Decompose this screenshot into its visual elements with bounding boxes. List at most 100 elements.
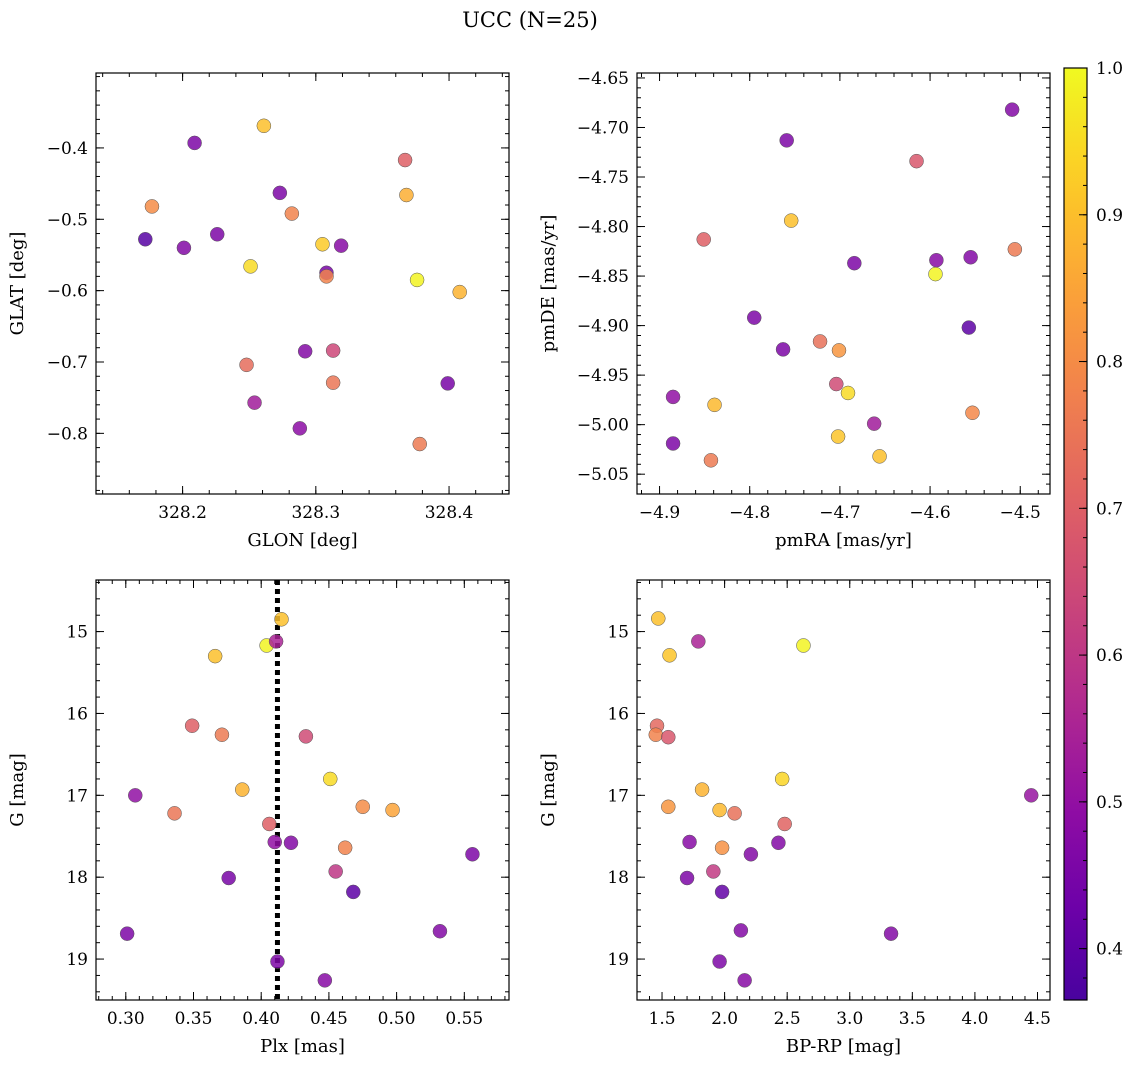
y-tick-label: −0.6 bbox=[47, 282, 88, 302]
scatter-point bbox=[138, 232, 153, 247]
y-axis-label: G [mag] bbox=[7, 753, 28, 826]
y-tick-label: −0.5 bbox=[47, 210, 88, 230]
scatter-point bbox=[714, 840, 730, 855]
scatter-point bbox=[866, 416, 882, 431]
y-tick-label: −4.85 bbox=[577, 267, 629, 287]
colorbar-tick-label: 0.6 bbox=[1096, 646, 1123, 666]
scatter-point bbox=[679, 870, 695, 886]
scatter-point bbox=[284, 206, 300, 221]
scatter-point bbox=[385, 802, 400, 818]
scatter-point bbox=[214, 727, 230, 742]
scatter-point bbox=[831, 343, 847, 358]
scatter-point bbox=[440, 376, 455, 391]
scatter-point bbox=[707, 397, 722, 413]
x-tick-label: 3.0 bbox=[836, 1009, 863, 1029]
x-tick-label: 0.40 bbox=[242, 1009, 280, 1029]
scatter-point bbox=[665, 436, 681, 451]
scatter-point bbox=[929, 252, 944, 268]
scatter-point bbox=[452, 284, 467, 300]
scatter-point bbox=[234, 782, 250, 797]
x-tick-label: −4.8 bbox=[729, 503, 770, 523]
scatter-point bbox=[256, 118, 272, 134]
scatter-point bbox=[328, 864, 343, 879]
scatter-point bbox=[648, 727, 664, 742]
scatter-point bbox=[209, 227, 225, 242]
scatter-point bbox=[355, 799, 371, 815]
x-tick-label: −4.6 bbox=[909, 503, 950, 523]
scatter-point bbox=[1023, 788, 1039, 803]
x-tick-label: 0.45 bbox=[310, 1009, 348, 1029]
x-tick-label: 0.30 bbox=[107, 1009, 145, 1029]
scatter-point bbox=[239, 357, 254, 373]
scatter-point bbox=[651, 611, 666, 626]
scatter-point bbox=[432, 923, 448, 939]
scatter-point bbox=[737, 973, 752, 988]
colorbar: 0.4 0.5 0.6 0.7 0.8 0.9 1.0 bbox=[1063, 59, 1123, 1001]
y-tick-label: 16 bbox=[66, 704, 88, 724]
scatter-point bbox=[661, 799, 676, 815]
y-tick-label: −4.70 bbox=[577, 118, 629, 138]
scatter-point bbox=[812, 334, 828, 349]
x-tick-label: 4.5 bbox=[1024, 1009, 1051, 1029]
y-tick-label: 19 bbox=[607, 950, 629, 970]
y-tick-label: −4.65 bbox=[577, 69, 629, 89]
scatter-point bbox=[840, 385, 856, 401]
x-tick-label: −4.5 bbox=[1000, 503, 1041, 523]
scatter-point bbox=[928, 266, 943, 282]
colorbar-tick-label: 0.4 bbox=[1096, 940, 1123, 960]
x-tick-label: 2.5 bbox=[774, 1009, 801, 1029]
scatter-point bbox=[682, 834, 697, 850]
panel-2: −4.9 −4.8 −4.7 −4.6 −4.5 −5.05 −5.00 −4.95 −4.90… bbox=[538, 69, 1051, 551]
scatter-point bbox=[743, 847, 759, 862]
y-tick-label: 16 bbox=[607, 704, 629, 724]
scatter-point bbox=[412, 436, 427, 452]
scatter-point bbox=[184, 718, 200, 733]
colorbar-tick-label: 0.7 bbox=[1096, 499, 1123, 519]
scatter-point bbox=[712, 954, 727, 969]
y-axis-label: G [mag] bbox=[538, 753, 559, 826]
x-tick-label: 328.3 bbox=[291, 503, 340, 523]
x-tick-label: −4.9 bbox=[639, 503, 680, 523]
scatter-point bbox=[144, 199, 160, 214]
y-tick-label: 18 bbox=[66, 868, 88, 888]
scatter-point bbox=[714, 884, 730, 900]
scatter-point bbox=[243, 259, 258, 274]
y-axis-label: GLAT [deg] bbox=[7, 232, 28, 336]
y-tick-label: −4.90 bbox=[577, 317, 629, 337]
scatter-point bbox=[315, 237, 330, 252]
scatter-point bbox=[883, 926, 899, 941]
scatter-point bbox=[783, 213, 799, 228]
scatter-point bbox=[909, 153, 924, 169]
y-tick-label: −0.8 bbox=[47, 424, 88, 444]
colorbar-tick-label: 0.9 bbox=[1096, 206, 1123, 226]
x-axis-label: pmRA [mas/yr] bbox=[775, 530, 912, 551]
y-tick-label: 17 bbox=[607, 786, 629, 806]
y-tick-label: 18 bbox=[607, 868, 629, 888]
scatter-point bbox=[733, 923, 749, 938]
scatter-points bbox=[119, 612, 480, 988]
scatter-point bbox=[409, 272, 425, 288]
scatter-point bbox=[187, 135, 202, 151]
y-tick-label: 15 bbox=[66, 623, 88, 643]
figure-title: UCC (N=25) bbox=[462, 8, 598, 32]
scatter-point bbox=[706, 864, 721, 879]
scatter-point bbox=[247, 395, 262, 410]
axis-ticks bbox=[96, 73, 509, 494]
y-tick-label: −0.7 bbox=[47, 353, 88, 373]
axes-frame bbox=[636, 72, 1051, 495]
x-tick-label: 328.2 bbox=[158, 503, 207, 523]
scatter-point bbox=[119, 926, 135, 941]
scatter-point bbox=[167, 806, 182, 821]
scatter-point bbox=[337, 840, 353, 855]
colorbar-gradient bbox=[1063, 67, 1088, 1001]
scatter-point bbox=[771, 835, 786, 851]
scatter-point bbox=[465, 847, 480, 862]
x-axis-label: BP-RP [mag] bbox=[786, 1036, 901, 1057]
y-tick-label: −4.80 bbox=[577, 218, 629, 238]
y-tick-label: −4.75 bbox=[577, 168, 629, 188]
scatter-point bbox=[207, 648, 223, 664]
scatter-point bbox=[796, 638, 811, 653]
scatter-point bbox=[1004, 102, 1020, 117]
colorbar-tick-label: 1.0 bbox=[1096, 59, 1123, 79]
scatter-point bbox=[298, 729, 314, 744]
